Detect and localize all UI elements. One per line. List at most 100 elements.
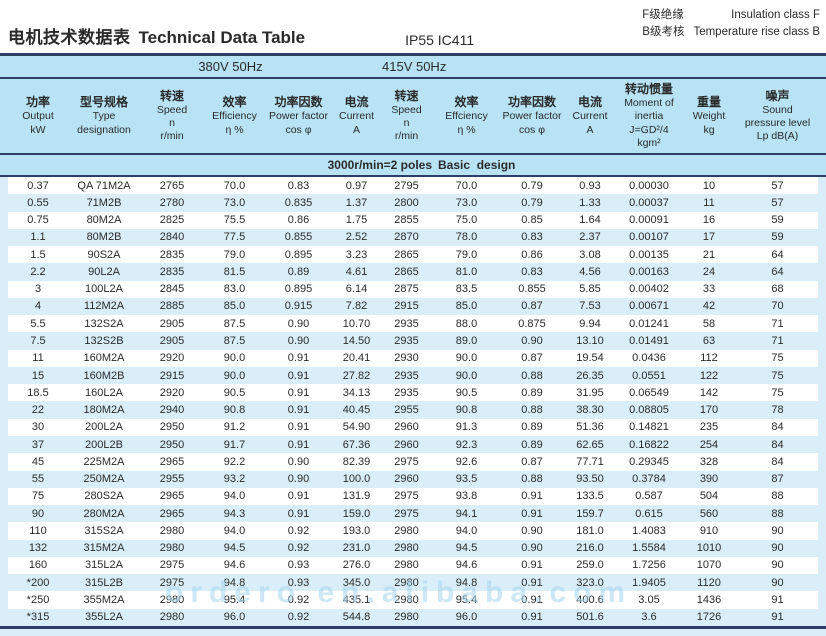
table-cell: 17 xyxy=(702,231,716,244)
table-cell: 0.00091 xyxy=(629,214,669,227)
table-cell: 57 xyxy=(771,196,784,209)
table-cell: 160 xyxy=(28,559,48,572)
table-row: 160 315L2A 2975 94.6 0.93 276.0 2980 94.6 0.91 25… xyxy=(8,556,818,575)
table-cell: 11 xyxy=(32,352,44,365)
table-row: 1.5 90S2A 2835 79.0 0.895 3.23 2865 79.0 0.86 3.0… xyxy=(8,246,818,264)
table-row: *200 315L2B 2975 94.8 0.93 345.0 2980 94.8 0.91 3… xyxy=(8,574,818,592)
table-cell: 85.0 xyxy=(223,300,246,313)
table-cell: 315S2A xyxy=(84,524,124,537)
table-cell: 1.64 xyxy=(579,214,601,227)
table-cell: 276.0 xyxy=(342,559,371,572)
table-cell: 200L2A xyxy=(85,421,123,434)
table-cell: 82.39 xyxy=(342,455,371,468)
table-cell: 27.82 xyxy=(342,369,371,382)
table-cell: 93.2 xyxy=(223,473,246,486)
table-cell: 2840 xyxy=(159,231,185,244)
table-cell: 160L2A xyxy=(85,386,123,399)
table-cell: 2980 xyxy=(159,594,185,606)
table-cell: 1.75 xyxy=(345,214,368,227)
table-cell: 0.88 xyxy=(521,404,543,417)
table-cell: 10.70 xyxy=(342,317,371,330)
table-cell: 1120 xyxy=(697,576,721,589)
table-cell: 1.5584 xyxy=(632,542,666,555)
table-cell: 95.4 xyxy=(223,594,246,606)
table-cell: 0.91 xyxy=(287,352,310,365)
table-cell: 0.06549 xyxy=(629,386,669,399)
table-cell: 94.8 xyxy=(223,576,246,589)
table-cell: 328 xyxy=(699,455,719,468)
table-cell: 59 xyxy=(771,214,784,227)
table-cell: 2940 xyxy=(159,404,185,417)
table-cell: 2980 xyxy=(159,611,185,624)
table-cell: 2835 xyxy=(159,248,185,261)
table-cell: 112 xyxy=(700,352,718,365)
table-cell: 71 xyxy=(771,317,784,330)
table-cell: *315 xyxy=(26,611,50,624)
table-row: 30 200L2A 2950 91.2 0.91 54.90 2960 91.3 0.89 51.… xyxy=(8,418,818,436)
column-header-5: 功率因数 Power factor cos φ xyxy=(269,95,328,136)
table-cell: 0.915 xyxy=(284,300,313,313)
table-cell: 2.52 xyxy=(345,231,368,244)
table-cell: 71M2B xyxy=(86,196,122,209)
table-cell: 55 xyxy=(31,473,45,486)
table-cell: 0.01491 xyxy=(629,335,669,348)
table-cell: 0.875 xyxy=(518,317,546,330)
table-cell: 2965 xyxy=(159,507,185,520)
table-cell: 79.0 xyxy=(223,248,246,261)
table-cell: 40.45 xyxy=(342,404,371,417)
table-cell: 0.92 xyxy=(287,524,310,537)
table-cell: 1.5 xyxy=(30,248,46,261)
table-cell: 132 xyxy=(28,542,48,555)
table-row: 18.5 160L2A 2920 90.5 0.91 34.13 2935 90.5 0.89 3… xyxy=(8,384,818,402)
table-cell: 0.00107 xyxy=(629,231,669,244)
table-cell: 2870 xyxy=(394,231,419,244)
column-header-10: 电流 Current A xyxy=(572,95,608,136)
table-cell: 75 xyxy=(771,369,784,382)
table-cell: 84 xyxy=(771,421,784,434)
table-cell: 0.89 xyxy=(521,386,543,399)
table-cell: 83.0 xyxy=(223,283,246,296)
table-row: 0.55 71M2B 2780 73.0 0.835 1.37 2800 73.0 0.79 1.… xyxy=(8,194,818,212)
table-row: 22 180M2A 2940 90.8 0.91 40.45 2955 90.8 0.88 38.… xyxy=(8,401,818,419)
insulation-class-cn: F级绝缘 xyxy=(642,9,684,21)
table-cell: 259.0 xyxy=(576,559,604,572)
table-cell: 0.91 xyxy=(287,438,310,451)
table-cell: 0.85 xyxy=(521,214,543,227)
table-cell: 38.30 xyxy=(576,404,604,417)
table-cell: 0.87 xyxy=(521,300,543,313)
table-cell: 93.50 xyxy=(576,473,604,486)
table-cell: 1.4083 xyxy=(632,524,666,537)
table-cell: 11 xyxy=(703,196,715,209)
table-body: 0.37 QA 71M2A 2765 70.0 0.83 0.97 2795 70.0 0.79… xyxy=(0,177,826,626)
table-cell: 0.895 xyxy=(284,248,313,261)
table-cell: 2950 xyxy=(159,421,185,434)
table-cell: 20.41 xyxy=(342,352,371,365)
table-cell: 93.8 xyxy=(455,490,478,503)
table-cell: 159.0 xyxy=(342,507,371,520)
divider xyxy=(0,175,826,177)
table-cell: 504 xyxy=(699,490,719,503)
table-cell: 5.85 xyxy=(579,283,601,296)
table-cell: 2955 xyxy=(394,404,419,417)
table-cell: 1726 xyxy=(696,611,722,624)
table-cell: 0.79 xyxy=(521,196,543,209)
table-cell: 2935 xyxy=(394,369,419,382)
table-cell: 0.90 xyxy=(287,473,310,486)
table-cell: 0.00135 xyxy=(629,248,669,261)
table-cell: 2980 xyxy=(394,559,419,572)
table-cell: 254 xyxy=(699,438,719,451)
table-cell: 0.0436 xyxy=(632,352,666,365)
table-cell: 94.6 xyxy=(223,559,246,572)
table-cell: 59 xyxy=(771,231,784,244)
table-cell: 54.90 xyxy=(342,421,371,434)
table-cell: 0.91 xyxy=(287,404,310,417)
table-cell: 77.71 xyxy=(576,455,604,468)
table-cell: 250M2A xyxy=(83,473,125,486)
table-cell: 2765 xyxy=(159,179,185,192)
table-cell: 70 xyxy=(771,300,784,313)
table-cell: 0.91 xyxy=(521,490,543,503)
table-cell: 2905 xyxy=(159,317,185,330)
basic-design-label: Basic design xyxy=(438,158,516,172)
table-cell: 0.89 xyxy=(287,265,310,278)
table-cell: 1.37 xyxy=(345,196,368,209)
